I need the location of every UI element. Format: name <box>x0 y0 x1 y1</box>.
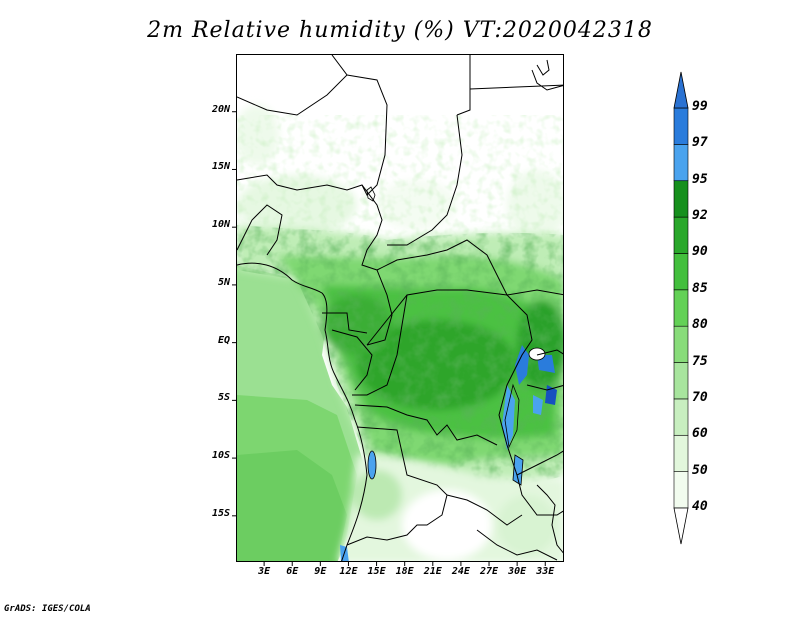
border-rwanda-burundi <box>526 384 563 391</box>
x-tick-label: 18E <box>395 566 414 577</box>
grads-credit: GrADS: IGES/COLA <box>4 604 91 614</box>
border-drc-east <box>498 294 563 516</box>
border-equatorial-guinea <box>322 312 368 334</box>
y-tick-label: 10N <box>211 219 230 231</box>
south-atlantic-core <box>237 450 347 561</box>
x-tick-label: 33E <box>536 566 555 577</box>
map-plot-area <box>236 54 564 562</box>
y-tick-label: 10S <box>211 450 230 462</box>
colorbar-segment <box>673 107 689 145</box>
colorbar-level-label: 99 <box>692 99 708 114</box>
border-niger-chad <box>346 74 388 196</box>
sinai-coast <box>536 59 550 76</box>
colorbar-level-label: 97 <box>692 135 708 151</box>
colorbar-segment <box>673 144 689 182</box>
colorbar-segment <box>673 216 689 254</box>
border-zambia <box>446 494 523 526</box>
border-drc-angola <box>354 404 498 446</box>
x-tick-label: 9E <box>314 566 327 577</box>
x-tick-label: 24E <box>451 566 470 577</box>
southern-plateau-humidity <box>337 455 563 561</box>
border-benin-togo <box>237 204 283 256</box>
colorbar-level-label: 85 <box>692 280 708 296</box>
colorbar-level-label: 80 <box>692 317 708 333</box>
y-tick-label: 5S <box>217 392 230 404</box>
y-tick-label: 15S <box>211 507 230 519</box>
border-chad-sudan <box>387 114 463 246</box>
colorbar-under-triangle <box>673 507 689 545</box>
colorbar-level-label: 40 <box>692 499 708 514</box>
border-gabon <box>331 329 373 391</box>
chart-title: 2m Relative humidity (%) VT:2020042318 <box>147 18 653 43</box>
x-tick-label: 15E <box>367 566 386 577</box>
x-tick-label: 27E <box>479 566 499 577</box>
colorbar-segment <box>673 325 689 363</box>
border-malawi <box>536 484 563 554</box>
border-egypt-sudan <box>469 84 563 90</box>
coastline <box>237 262 368 561</box>
border-uganda-kenya <box>536 349 563 356</box>
colorbar-level-label: 75 <box>692 353 708 369</box>
border-angola-south <box>346 426 448 546</box>
x-tick-label: 6E <box>286 566 299 577</box>
colorbar-level-label: 95 <box>692 171 708 187</box>
colorbar-level-label: 90 <box>692 244 708 260</box>
y-tick-label: EQ <box>217 334 230 346</box>
colorbar-level-label: 60 <box>692 426 708 442</box>
colorbar-segment <box>673 398 689 436</box>
border-cameroon-congo <box>366 269 393 346</box>
colorbar-segment <box>673 289 689 327</box>
colorbar-level-label: 50 <box>692 462 708 478</box>
colorbar-over-triangle <box>673 71 689 109</box>
country-borders <box>237 55 563 561</box>
congo-texture <box>237 225 563 497</box>
x-tick-label: 3E <box>258 566 271 577</box>
y-tick-label: 20N <box>211 103 230 115</box>
red-sea-coast <box>531 69 563 91</box>
y-tick-label: 5N <box>217 276 230 288</box>
colorbar-segment <box>673 253 689 291</box>
colorbar-segment <box>673 180 689 218</box>
colorbar-level-label: 70 <box>692 389 708 405</box>
border-car-south <box>376 239 563 296</box>
border-algeria-niger <box>237 55 348 116</box>
border-nigeria <box>237 174 383 271</box>
border-congo-drc <box>352 294 408 396</box>
colorbar-segment <box>673 471 689 509</box>
border-libya-egypt <box>456 55 471 116</box>
colorbar-level-label: 92 <box>692 208 708 224</box>
x-tick-label: 12E <box>339 566 358 577</box>
border-tanzania <box>516 450 563 476</box>
y-tick-label: 15N <box>211 161 230 173</box>
border-zimbabwe <box>476 529 558 561</box>
colorbar-segment <box>673 362 689 400</box>
x-tick-label: 30E <box>508 566 527 577</box>
border-drc-north <box>366 289 508 346</box>
colorbar-segment <box>673 434 689 472</box>
relative-humidity-map <box>237 55 563 561</box>
lake-outlines <box>366 186 524 486</box>
x-tick-label: 21E <box>423 566 442 577</box>
great-lakes-high-humidity <box>340 345 557 561</box>
